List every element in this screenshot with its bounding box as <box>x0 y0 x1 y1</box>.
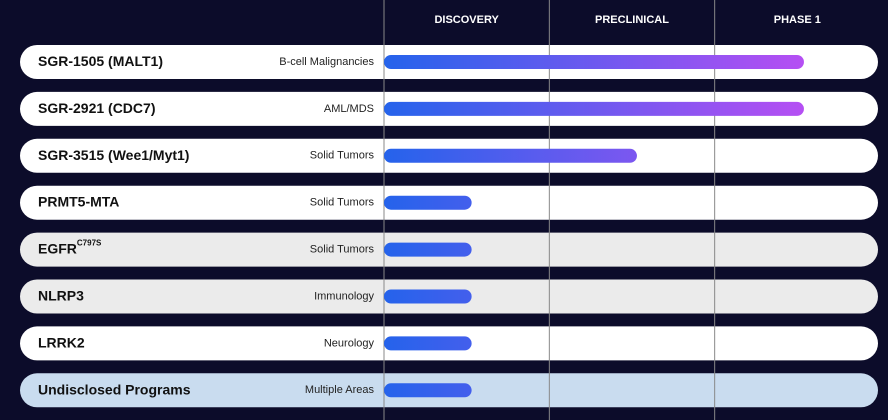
indication: Solid Tumors <box>310 150 375 162</box>
indication: AML/MDS <box>324 103 374 115</box>
program-name-text: SGR-1505 (MALT1) <box>38 53 163 69</box>
program-name: SGR-2921 (CDC7) <box>38 100 155 116</box>
program-name: LRRK2 <box>38 334 85 350</box>
indication: B-cell Malignancies <box>279 56 374 68</box>
program-name: SGR-3515 (Wee1/Myt1) <box>38 147 189 163</box>
indication: Solid Tumors <box>310 197 375 209</box>
program-name-text: Undisclosed Programs <box>38 381 191 397</box>
indication: Multiple Areas <box>305 384 375 396</box>
progress-bar <box>384 336 472 351</box>
indication: Neurology <box>324 337 375 349</box>
progress-bar <box>384 195 472 210</box>
program-name: Undisclosed Programs <box>38 381 191 397</box>
indication: Solid Tumors <box>310 244 375 256</box>
stage-header: DISCOVERY <box>434 14 499 26</box>
program-name-text: NLRP3 <box>38 287 84 303</box>
program-name-superscript: C797S <box>77 239 102 248</box>
stage-header: PHASE 1 <box>774 14 821 26</box>
progress-bar <box>384 242 472 257</box>
program-name-text: SGR-2921 (CDC7) <box>38 100 155 116</box>
program-name: PRMT5-MTA <box>38 193 119 209</box>
indication: Immunology <box>314 290 374 302</box>
program-name-text: LRRK2 <box>38 334 85 350</box>
program-name: NLRP3 <box>38 287 84 303</box>
program-name-text: SGR-3515 (Wee1/Myt1) <box>38 147 189 163</box>
program-name-text: EGFR <box>38 240 77 256</box>
program-name-text: PRMT5-MTA <box>38 193 119 209</box>
progress-bar <box>384 148 637 163</box>
progress-bar <box>384 55 804 69</box>
progress-bar <box>384 383 472 398</box>
progress-bar <box>384 101 804 116</box>
program-name: SGR-1505 (MALT1) <box>38 53 163 69</box>
stage-header: PRECLINICAL <box>595 14 669 26</box>
progress-bar <box>384 289 472 304</box>
program-name: EGFRC797S <box>38 239 102 257</box>
